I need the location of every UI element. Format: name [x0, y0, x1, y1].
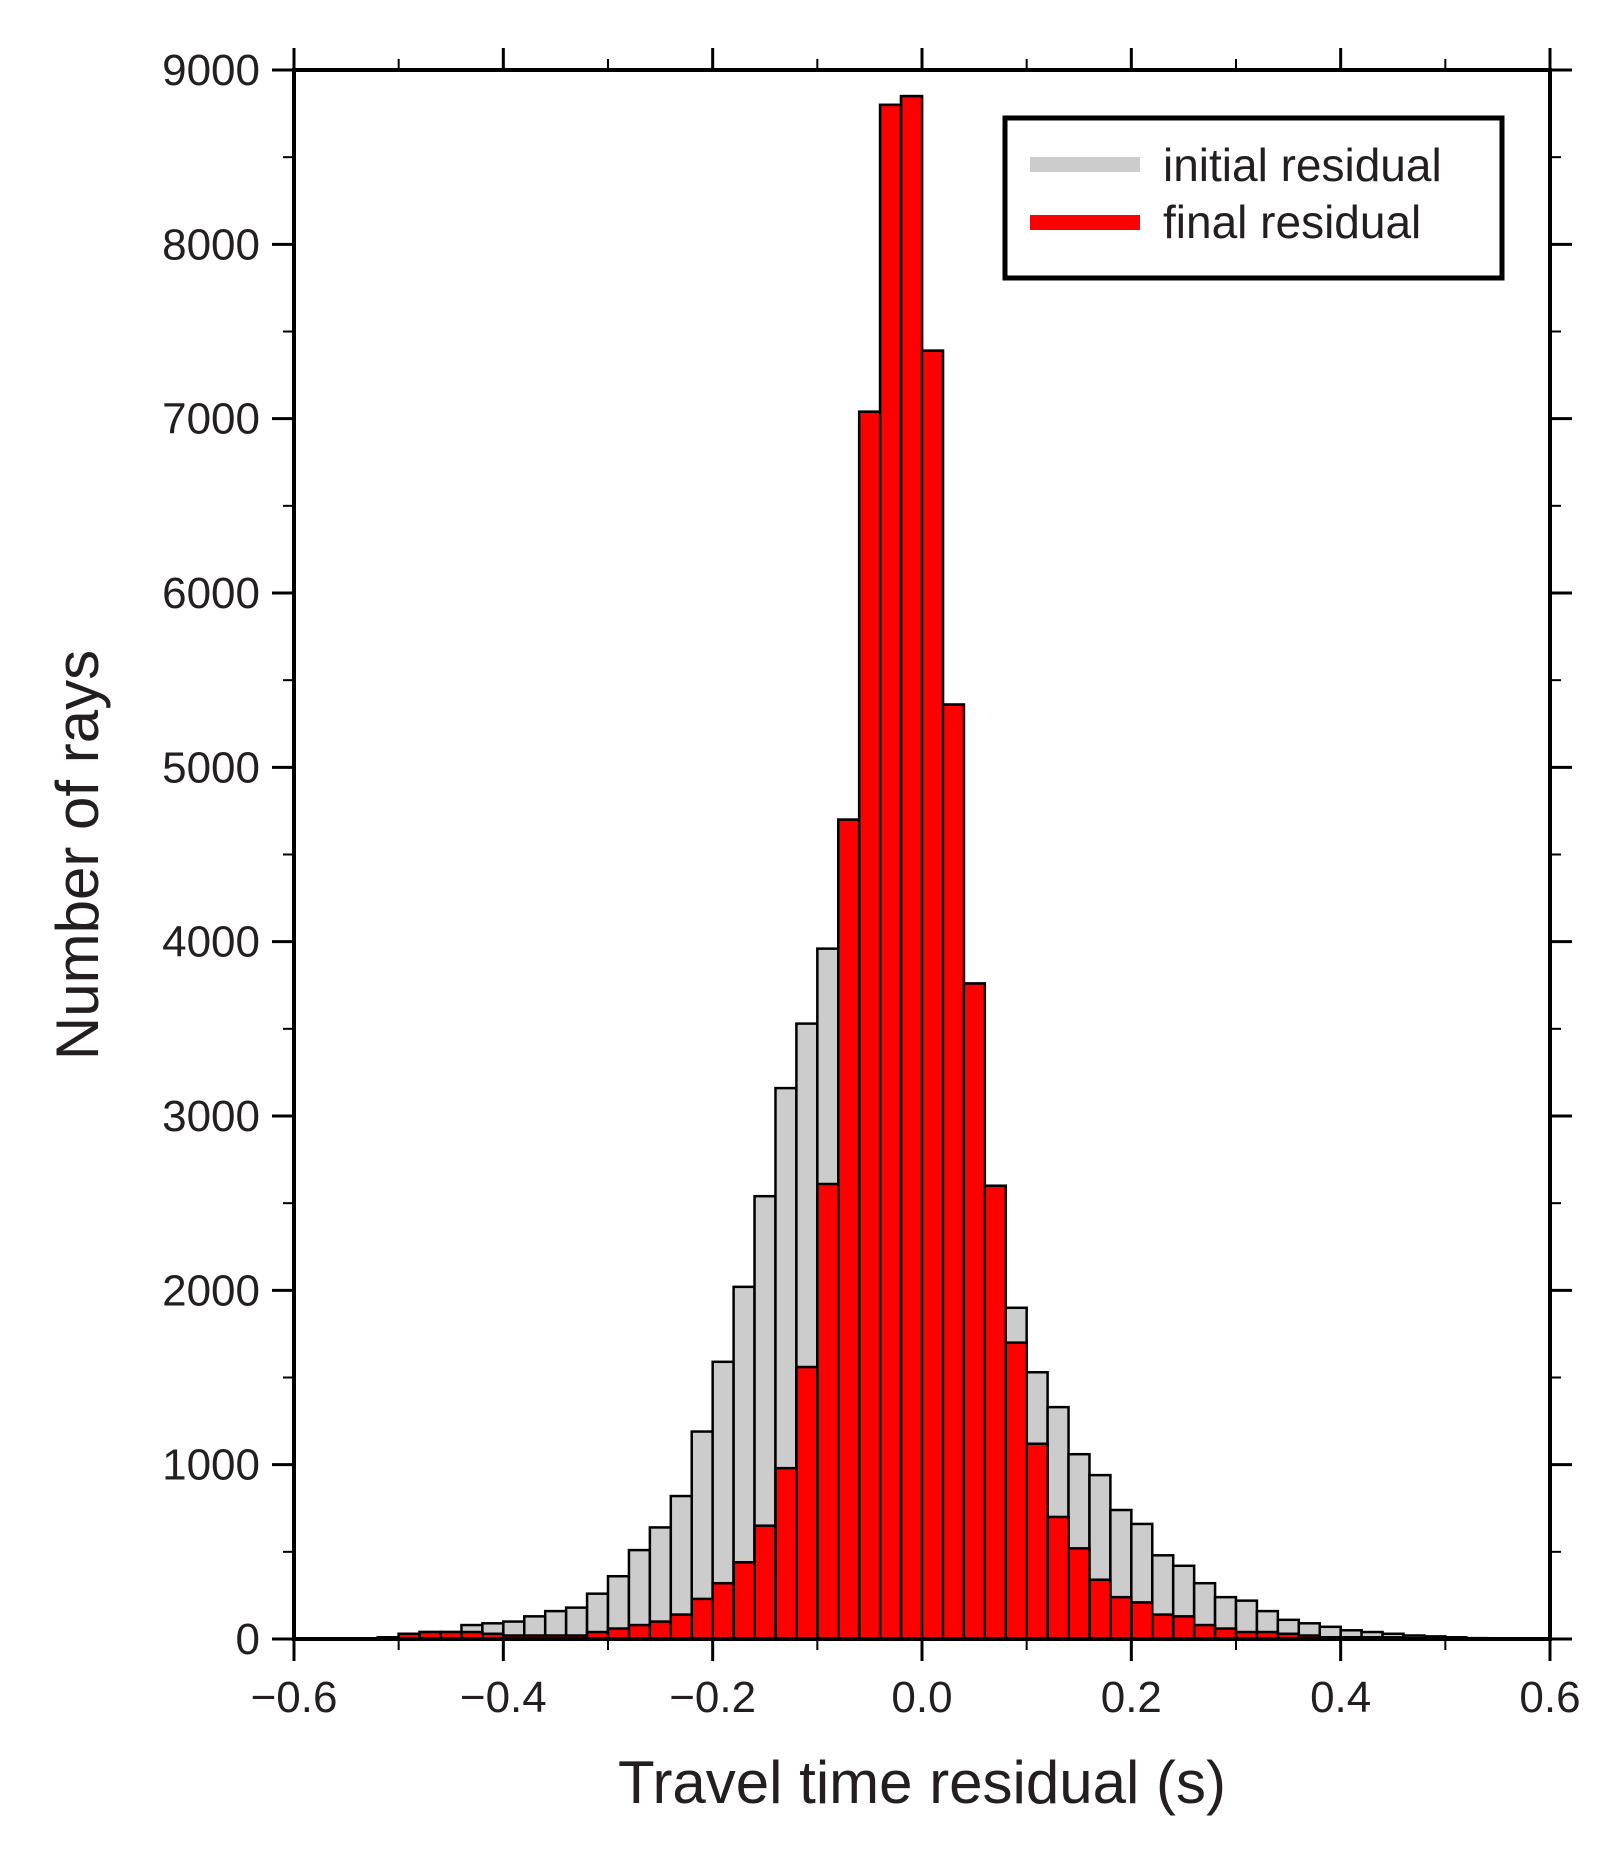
final-residual-bar [774, 1466, 798, 1641]
x-tick-label: −0.2 [669, 1673, 756, 1722]
final-residual-bar [1171, 1615, 1196, 1641]
y-tick-label: 3000 [162, 1092, 260, 1141]
final-residual-bar [1025, 1442, 1049, 1641]
y-tick-label: 2000 [162, 1266, 260, 1315]
final-residual-bar [1046, 1515, 1070, 1641]
final-residual-bar [669, 1613, 693, 1641]
plot-frame [292, 68, 1552, 1641]
final-residual-bar [732, 1561, 756, 1641]
final-residual-bar [941, 703, 966, 1641]
final-residual-bar [690, 1597, 714, 1641]
final-residual-bar [837, 818, 861, 1641]
y-tick-label: 8000 [162, 220, 260, 269]
x-tick-label: 0.0 [891, 1673, 952, 1722]
final-residual-bars [376, 94, 1447, 1641]
x-tick-label: 0.6 [1519, 1673, 1580, 1722]
final-residual-bar [962, 982, 987, 1641]
final-residual-bar [627, 1623, 652, 1641]
final-residual-bar [1151, 1613, 1175, 1641]
final-residual-bar [1130, 1601, 1154, 1641]
final-residual-bar [1067, 1547, 1091, 1641]
final-residual-bar [711, 1581, 735, 1641]
y-tick-label: 9000 [162, 46, 260, 95]
final-residual-bar [857, 410, 882, 1641]
y-tick-label: 7000 [162, 395, 260, 444]
final-residual-bar [1109, 1595, 1133, 1641]
final-residual-bar [795, 1365, 819, 1641]
final-residual-bar [920, 349, 945, 1641]
y-tick-label: 0 [236, 1615, 260, 1664]
legend-box [1002, 115, 1505, 281]
x-tick-label: 0.4 [1310, 1673, 1371, 1722]
final-residual-bar [983, 1184, 1007, 1641]
final-residual-bar [648, 1620, 673, 1641]
final-residual-bar [899, 94, 924, 1641]
final-residual-bar [1192, 1623, 1217, 1641]
legend-swatch-initial [1030, 157, 1140, 172]
y-tick-label: 1000 [162, 1441, 260, 1490]
final-residual-bar [878, 103, 903, 1641]
tick-labels: −0.6 −0.4 −0.2 0.0 0.2 0.4 0.6 0 1000 2000 3000 400… [162, 46, 1580, 1722]
final-residual-bar [1004, 1341, 1028, 1641]
y-axis-title: Number of rays [44, 650, 111, 1060]
final-residual-bar [1088, 1578, 1112, 1641]
legend-label-initial: initial residual [1163, 139, 1442, 191]
y-tick-label: 6000 [162, 569, 260, 618]
x-tick-label: −0.4 [460, 1673, 547, 1722]
legend: initial residual final residual [1002, 115, 1505, 281]
final-residual-bar [816, 1182, 840, 1641]
legend-label-final: final residual [1163, 196, 1421, 248]
x-tick-label: −0.6 [251, 1673, 338, 1722]
legend-swatch-final [1030, 215, 1140, 230]
y-tick-label: 5000 [162, 743, 260, 792]
y-tick-label: 4000 [162, 918, 260, 967]
final-residual-bar [753, 1524, 777, 1641]
x-axis-title: Travel time residual (s) [618, 1749, 1226, 1816]
x-tick-label: 0.2 [1101, 1673, 1162, 1722]
